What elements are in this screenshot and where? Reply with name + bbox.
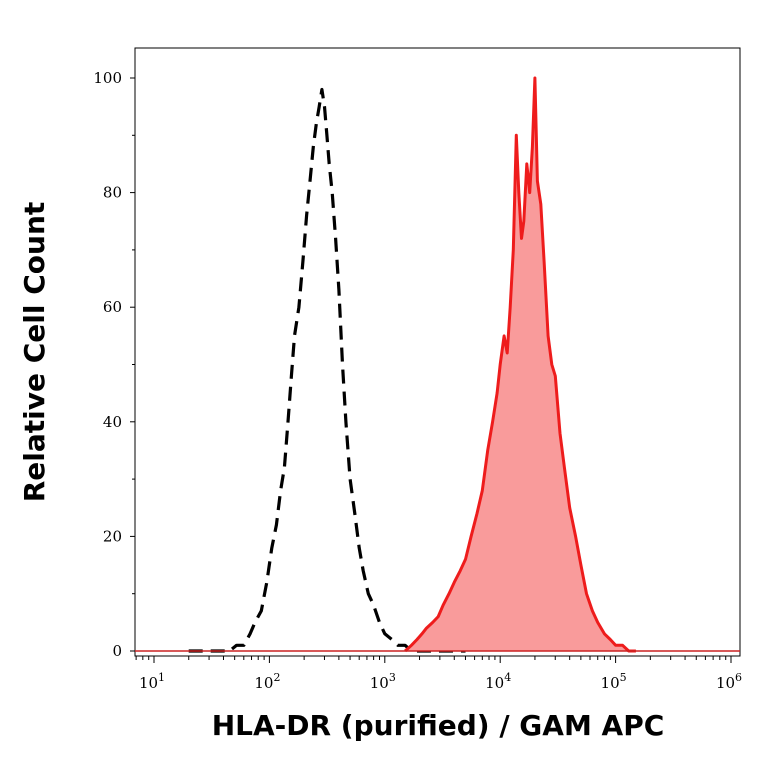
x-tick-label: 106 bbox=[716, 671, 742, 692]
x-axis-title: HLA-DR (purified) / GAM APC bbox=[212, 709, 665, 742]
x-tick-label: 102 bbox=[254, 671, 280, 692]
y-tick-label: 40 bbox=[103, 413, 122, 431]
x-tick-label: 103 bbox=[370, 671, 396, 692]
plot-frame bbox=[134, 47, 741, 657]
y-tick-label: 20 bbox=[103, 527, 122, 545]
y-tick-label: 60 bbox=[103, 298, 122, 316]
series-line-red bbox=[404, 76, 636, 653]
y-tick-label: 80 bbox=[103, 184, 122, 202]
axis-layer: 0 20 40 60 80 100 101 102 103 104 105 106 bbox=[93, 69, 742, 692]
series-fill-red bbox=[405, 78, 636, 651]
x-tick-label: 101 bbox=[139, 671, 165, 692]
x-tick-label: 105 bbox=[601, 671, 627, 692]
series-line-dashed-black bbox=[188, 87, 466, 653]
series-layer bbox=[135, 76, 740, 653]
y-tick-label: 0 bbox=[112, 642, 122, 660]
y-axis-title: Relative Cell Count bbox=[18, 202, 51, 503]
x-tick-label: 104 bbox=[485, 671, 511, 692]
y-tick-label: 100 bbox=[93, 69, 122, 87]
